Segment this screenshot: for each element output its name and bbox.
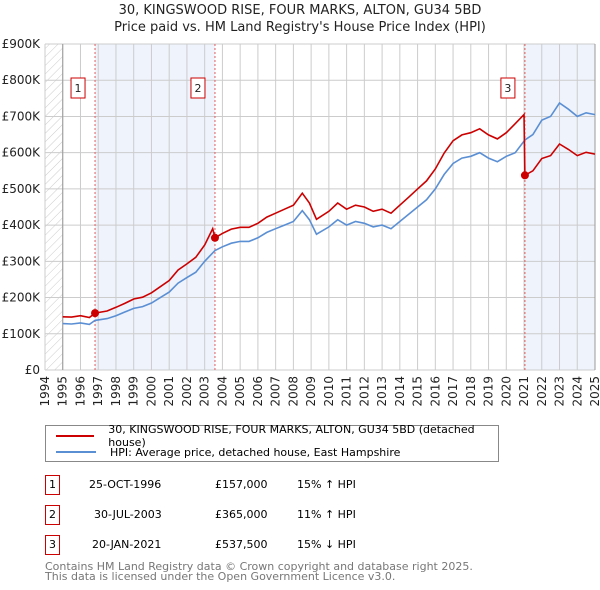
sale-marker-label: 2 (194, 82, 201, 95)
transaction-row: 1 25-OCT-1996 £157,000 15% ↑ HPI (45, 475, 445, 495)
sale-price: £365,000 (215, 508, 268, 521)
y-tick-label: £100K (2, 327, 42, 341)
y-tick-label: £800K (2, 73, 42, 87)
y-tick-label: £0 (25, 363, 40, 377)
sale-date: 20-JAN-2021 (92, 538, 162, 551)
legend-item-property: 30, KINGSWOOD RISE, FOUR MARKS, ALTON, G… (56, 423, 498, 449)
hpi-diff: 11% ↑ HPI (297, 508, 356, 521)
x-tick-label: 2022 (535, 376, 549, 407)
x-tick-label: 2015 (411, 376, 425, 407)
x-tick-label: 2006 (251, 376, 265, 407)
x-tick-label: 2012 (357, 376, 371, 407)
legend-swatch-blue (56, 451, 96, 453)
sale-marker-label: 1 (75, 82, 82, 95)
legend-label: 30, KINGSWOOD RISE, FOUR MARKS, ALTON, G… (108, 423, 475, 449)
footer-copyright: Contains HM Land Registry data © Crown c… (45, 560, 473, 573)
sale-date: 25-OCT-1996 (89, 478, 162, 491)
sale-price: £157,000 (215, 478, 268, 491)
x-tick-label: 2002 (180, 376, 194, 407)
sale-marker-box (70, 77, 86, 99)
y-tick-label: £300K (2, 254, 42, 268)
sale-marker-label: 3 (504, 82, 511, 95)
x-tick-label: 2010 (322, 376, 336, 407)
legend-swatch-red (56, 435, 95, 437)
sale-point (210, 233, 219, 242)
footer-licence: This data is licensed under the Open Gov… (45, 570, 396, 583)
x-tick-label: 2020 (499, 376, 513, 407)
marker-label: 3 (45, 535, 60, 555)
y-tick-label: £900K (2, 37, 42, 51)
x-tick-label: 1995 (56, 376, 70, 407)
y-tick-label: £700K (2, 109, 42, 123)
marker-label: 1 (45, 475, 60, 495)
x-tick-label: 1998 (109, 376, 123, 407)
x-tick-label: 2003 (198, 376, 212, 407)
x-tick-label: 2023 (553, 376, 567, 407)
legend: 30, KINGSWOOD RISE, FOUR MARKS, ALTON, G… (45, 423, 499, 462)
sale-marker-box (500, 77, 516, 99)
x-tick-label: 2019 (482, 376, 496, 407)
y-tick-label: £500K (2, 182, 42, 196)
y-tick-label: £400K (2, 218, 42, 232)
x-tick-label: 2018 (464, 376, 478, 407)
x-tick-label: 2005 (233, 376, 247, 407)
x-tick-label: 1999 (127, 376, 141, 407)
x-tick-label: 2008 (286, 376, 300, 407)
x-tick-label: 2009 (304, 376, 318, 407)
legend-label: HPI: Average price, detached house, East… (110, 445, 401, 459)
x-tick-label: 2004 (215, 376, 229, 407)
hpi-line (62, 101, 596, 326)
transaction-row: 3 20-JAN-2021 £537,500 15% ↓ HPI (45, 535, 445, 555)
sale-point (520, 171, 529, 180)
price-chart: £0 £100K £200K £300K £400K £500K £600K £700K £80… (2, 37, 600, 407)
hpi-diff: 15% ↓ HPI (297, 538, 356, 551)
property-price-line (62, 112, 596, 319)
hpi-diff: 15% ↑ HPI (297, 478, 356, 491)
sale-marker-box (190, 77, 206, 99)
transaction-row: 2 30-JUL-2003 £365,000 11% ↑ HPI (45, 505, 445, 525)
x-tick-label: 2000 (144, 376, 158, 407)
chart-subtitle: Price paid vs. HM Land Registry's House … (114, 20, 486, 35)
x-tick-label: 1994 (38, 376, 52, 407)
x-tick-label: 2025 (588, 376, 600, 407)
x-tick-label: 2001 (162, 376, 176, 407)
x-tick-label: 2024 (570, 376, 584, 407)
sale-date: 30-JUL-2003 (94, 508, 162, 521)
y-tick-label: £200K (2, 291, 42, 305)
no-data-hatch (45, 44, 63, 370)
x-tick-label: 2016 (428, 376, 442, 407)
marker-label: 2 (45, 505, 60, 525)
y-tick-label: £600K (2, 146, 42, 160)
x-tick-label: 2013 (375, 376, 389, 407)
x-tick-label: 1996 (73, 376, 87, 407)
x-tick-label: 2017 (446, 376, 460, 407)
x-tick-label: 2014 (393, 376, 407, 407)
legend-item-hpi: HPI: Average price, detached house, East… (56, 444, 400, 460)
sale-price: £537,500 (215, 538, 268, 551)
x-tick-label: 2011 (340, 376, 354, 407)
chart-title: 30, KINGSWOOD RISE, FOUR MARKS, ALTON, G… (118, 3, 482, 18)
x-tick-label: 1997 (91, 376, 105, 407)
sale-point (91, 309, 100, 318)
x-tick-label: 2021 (517, 376, 531, 407)
x-tick-label: 2007 (269, 376, 283, 407)
